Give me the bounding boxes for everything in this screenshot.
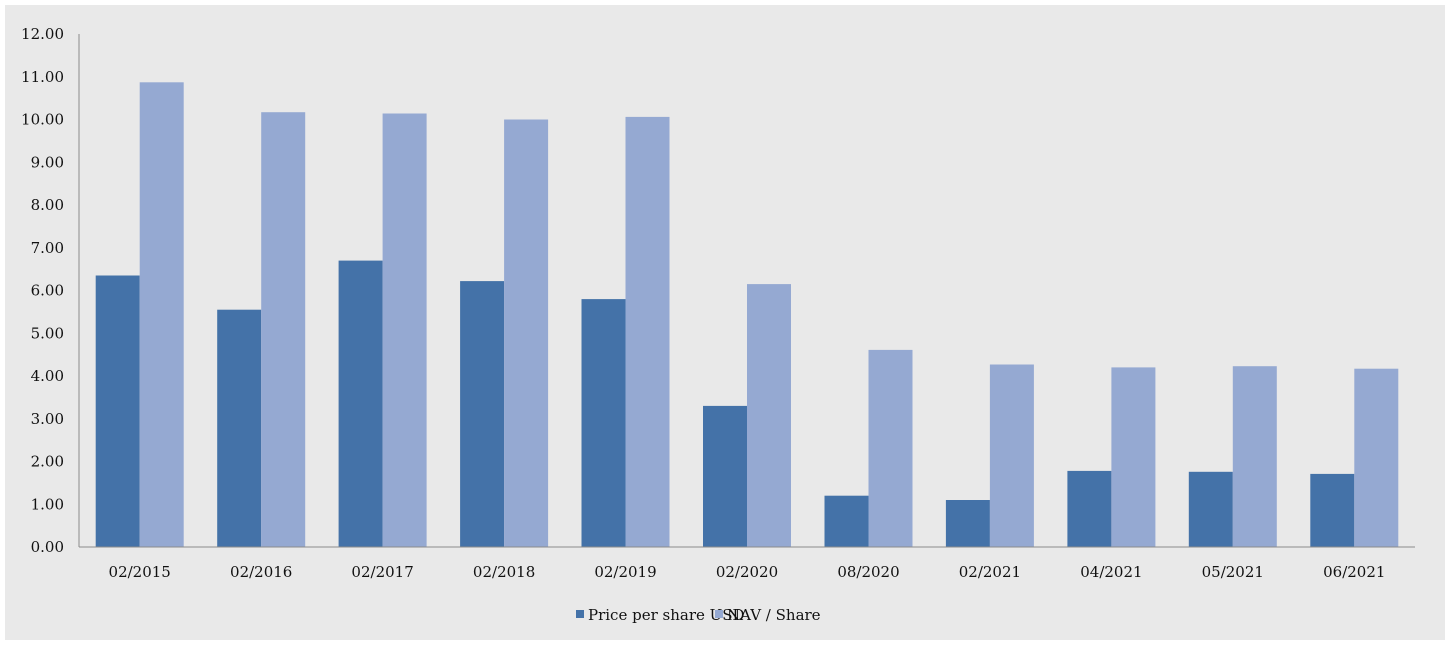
legend-label: NAV / Share bbox=[727, 606, 821, 624]
y-tick-label: 8.00 bbox=[31, 196, 64, 214]
y-tick-label: 1.00 bbox=[31, 495, 64, 513]
x-axis-ticks: 02/2015 02/2016 02/2017 02/2018 02/2019 02/20… bbox=[109, 563, 1386, 581]
y-axis-ticks: 0.00 1.00 2.00 3.00 4.00 5.00 6.00 7.00 8.00 9.00… bbox=[21, 25, 64, 556]
x-tick-label: 02/2016 bbox=[230, 563, 292, 581]
bar-nav bbox=[989, 364, 1034, 547]
legend-swatch bbox=[715, 610, 723, 618]
bar-price bbox=[1188, 471, 1233, 547]
bars bbox=[95, 82, 1399, 548]
bar-price bbox=[95, 275, 140, 547]
x-tick-label: 04/2021 bbox=[1080, 563, 1142, 581]
y-tick-label: 11.00 bbox=[21, 68, 64, 86]
x-tick-label: 02/2017 bbox=[351, 563, 413, 581]
y-tick-label: 12.00 bbox=[21, 25, 64, 43]
bar-nav bbox=[1111, 367, 1156, 547]
x-tick-label: 02/2019 bbox=[594, 563, 656, 581]
y-tick-label: 7.00 bbox=[31, 239, 64, 257]
bar-nav bbox=[625, 116, 670, 548]
bar-nav bbox=[747, 284, 791, 547]
bar-price bbox=[217, 309, 262, 547]
y-tick-label: 6.00 bbox=[31, 282, 64, 300]
y-tick-label: 3.00 bbox=[31, 410, 64, 428]
legend-swatch bbox=[576, 610, 584, 618]
legend-label: Price per share USD bbox=[588, 606, 745, 624]
y-tick-label: 4.00 bbox=[31, 367, 64, 385]
bar-price bbox=[338, 260, 383, 547]
bar-price bbox=[460, 281, 505, 547]
y-tick-label: 2.00 bbox=[31, 453, 64, 471]
x-tick-label: 08/2020 bbox=[837, 563, 899, 581]
x-tick-label: 02/2015 bbox=[109, 563, 171, 581]
bar-nav bbox=[504, 119, 549, 547]
bar-price bbox=[1067, 470, 1112, 547]
bar-nav bbox=[1232, 366, 1277, 547]
bar-price bbox=[945, 500, 990, 547]
bar-price bbox=[824, 495, 869, 547]
y-tick-label: 0.00 bbox=[31, 538, 64, 556]
bar-nav bbox=[382, 113, 427, 547]
bar-price bbox=[581, 299, 626, 547]
x-tick-label: 02/2018 bbox=[473, 563, 535, 581]
x-tick-label: 02/2021 bbox=[959, 563, 1021, 581]
y-tick-label: 5.00 bbox=[31, 324, 64, 342]
bar-price bbox=[1310, 473, 1355, 547]
x-tick-label: 02/2020 bbox=[716, 563, 778, 581]
bar-nav bbox=[139, 82, 184, 548]
bar-nav bbox=[868, 349, 913, 547]
x-tick-label: 06/2021 bbox=[1323, 563, 1385, 581]
y-tick-label: 10.00 bbox=[21, 111, 64, 129]
x-tick-label: 05/2021 bbox=[1202, 563, 1264, 581]
bar-nav bbox=[1354, 368, 1399, 547]
bar-price bbox=[703, 405, 747, 547]
bar-nav bbox=[261, 112, 306, 547]
y-tick-label: 9.00 bbox=[31, 153, 64, 171]
